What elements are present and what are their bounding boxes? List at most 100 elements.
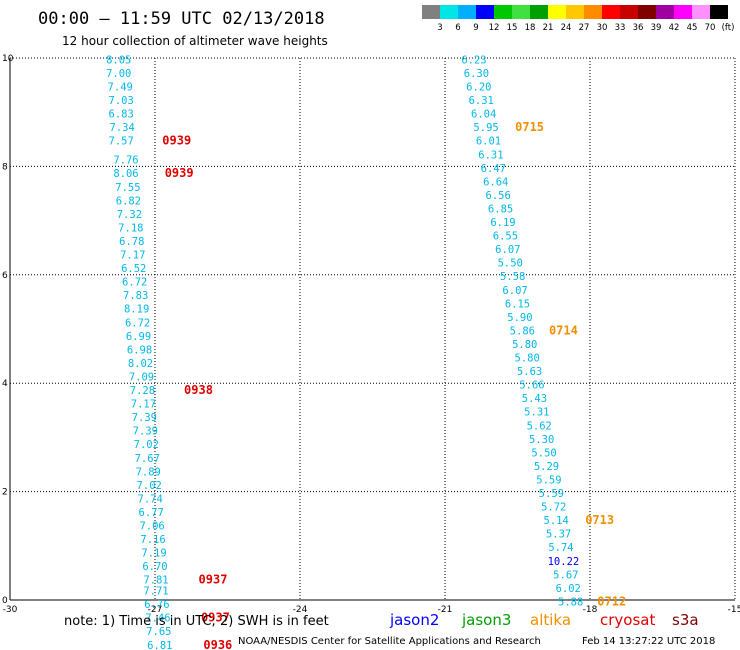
wave-height-point: 6.19 xyxy=(490,217,515,229)
footer-timestamp: Feb 14 13:27:22 UTC 2018 xyxy=(582,636,715,647)
color-swatch xyxy=(674,5,692,19)
pass-time-label: 0938 xyxy=(184,383,213,397)
wave-height-point: 5.90 xyxy=(507,312,532,324)
satellite-legend: jason2 jason3 altika cryosat s3a xyxy=(389,611,699,629)
wave-height-point: 6.23 xyxy=(461,54,486,66)
wave-height-point: 6.82 xyxy=(116,195,141,207)
legend-entry: jason2 xyxy=(389,611,439,629)
wave-height-point: 6.56 xyxy=(486,190,511,202)
color-scale-label: 70 xyxy=(705,23,716,33)
wave-height-point: 7.57 xyxy=(109,136,134,148)
color-swatch xyxy=(548,5,566,19)
x-tick-label: -27 xyxy=(148,605,163,615)
wave-height-point: 6.78 xyxy=(119,236,144,248)
wave-height-point: 7.19 xyxy=(141,548,166,560)
wave-height-point: 5.95 xyxy=(473,122,498,134)
pass-time-label: 0714 xyxy=(549,323,578,337)
color-swatch xyxy=(692,5,710,19)
color-scale-label: 15 xyxy=(507,23,518,33)
wave-height-point: 7.89 xyxy=(136,466,161,478)
wave-height-point: 6.31 xyxy=(478,149,503,161)
color-scale-label: 42 xyxy=(669,23,680,33)
wave-height-point: 5.66 xyxy=(519,380,544,392)
y-tick-label: 0 xyxy=(2,596,8,606)
wave-height-point: 6.85 xyxy=(488,203,513,215)
color-swatch xyxy=(584,5,602,19)
color-swatch xyxy=(476,5,494,19)
legend-entry: jason3 xyxy=(461,611,511,629)
wave-height-point: 6.83 xyxy=(109,109,134,121)
wave-height-point: 10.22 xyxy=(548,556,580,568)
color-scale-label: 39 xyxy=(651,23,662,33)
pass-time-label: 0937 xyxy=(199,573,228,587)
wave-height-point: 8.02 xyxy=(128,358,153,370)
wave-height-point: 6.77 xyxy=(138,507,163,519)
color-swatch xyxy=(512,5,530,19)
wave-height-point: 7.65 xyxy=(146,626,171,638)
color-scale-label: (ft) xyxy=(722,23,735,33)
wave-height-point: 6.15 xyxy=(505,298,530,310)
x-tick-label: -24 xyxy=(293,605,308,615)
wave-height-point: 6.52 xyxy=(121,263,146,275)
wave-height-point: 6.98 xyxy=(127,344,152,356)
wave-height-point: 6.72 xyxy=(125,317,150,329)
color-swatch xyxy=(440,5,458,19)
pass-time-label: 0936 xyxy=(203,638,232,650)
color-scale-label: 36 xyxy=(633,23,644,33)
wave-height-point: 5.30 xyxy=(529,434,554,446)
wave-height-point: 5.86 xyxy=(510,325,535,337)
wave-height-point: 6.76 xyxy=(144,599,169,611)
wave-height-point: 5.80 xyxy=(515,353,540,365)
footer-credit: NOAA/NESDIS Center for Satellite Applica… xyxy=(238,636,541,647)
wave-height-point: 7.17 xyxy=(120,250,145,262)
color-swatch xyxy=(566,5,584,19)
color-scale-label: 24 xyxy=(561,23,572,33)
wave-height-point: 5.74 xyxy=(548,542,573,554)
color-scale-label: 33 xyxy=(615,23,626,33)
color-scale-label: 12 xyxy=(489,23,500,33)
wave-height-point: 7.71 xyxy=(143,586,168,598)
color-scale-label: 27 xyxy=(579,23,590,33)
wave-height-point: 7.67 xyxy=(135,453,160,465)
wave-height-point: 6.02 xyxy=(556,583,581,595)
wave-height-point: 5.43 xyxy=(522,393,547,405)
wave-height-point: 6.72 xyxy=(122,277,147,289)
wave-height-point: 7.17 xyxy=(131,399,156,411)
x-tick-label: -18 xyxy=(583,605,598,615)
wave-height-point: 8.05 xyxy=(106,54,131,66)
color-swatch xyxy=(494,5,512,19)
legend-entry: s3a xyxy=(672,611,699,629)
wave-height-point: 6.30 xyxy=(464,68,489,80)
wave-height-point: 7.74 xyxy=(138,493,163,505)
pass-time-label: 0937 xyxy=(201,611,230,625)
wave-height-point: 6.55 xyxy=(493,231,518,243)
wave-height-point: 6.07 xyxy=(495,244,520,256)
wave-height-point: 5.88 xyxy=(558,596,583,608)
wave-height-point: 7.28 xyxy=(130,385,155,397)
wave-height-point: 6.31 xyxy=(469,95,494,107)
wave-height-point: 7.02 xyxy=(137,480,162,492)
color-swatch xyxy=(602,5,620,19)
wave-height-values: 8.05 7.00 7.497.03 6.837.34 7.57 7.768.06 7.55… xyxy=(106,54,583,650)
pass-time-label: 0939 xyxy=(165,166,194,180)
wave-height-point: 7.32 xyxy=(117,209,142,221)
color-swatch xyxy=(638,5,656,19)
y-tick-label: 6 xyxy=(2,271,8,281)
wave-height-point: 7.02 xyxy=(134,439,159,451)
wave-height-point: 6.70 xyxy=(142,561,167,573)
y-tick-label: 10 xyxy=(2,54,14,64)
y-tick-label: 8 xyxy=(2,162,8,172)
x-tick-label: -21 xyxy=(438,605,453,615)
wave-height-point: 5.31 xyxy=(524,407,549,419)
pass-time-label: 0713 xyxy=(585,513,614,527)
wave-height-point: 6.99 xyxy=(126,331,151,343)
wave-height-point: 5.58 xyxy=(500,271,525,283)
wave-height-point: 6.81 xyxy=(147,640,172,650)
color-swatch xyxy=(422,5,440,19)
wave-height-point: 5.14 xyxy=(544,515,569,527)
wave-height-point: 8.19 xyxy=(124,304,149,316)
page-title: 00:00 – 11:59 UTC 02/13/2018 xyxy=(38,9,325,29)
wave-height-point: 7.81 xyxy=(143,575,168,587)
x-tick-label: -30 xyxy=(3,605,18,615)
